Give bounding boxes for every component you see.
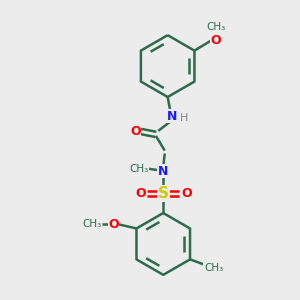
Text: N: N bbox=[158, 165, 168, 178]
Text: O: O bbox=[181, 187, 191, 200]
Text: O: O bbox=[108, 218, 119, 231]
Text: O: O bbox=[210, 34, 221, 47]
Text: CH₃: CH₃ bbox=[130, 164, 149, 174]
Text: H: H bbox=[180, 112, 189, 123]
Text: CH₃: CH₃ bbox=[82, 219, 101, 229]
Text: S: S bbox=[158, 186, 169, 201]
Text: CH₃: CH₃ bbox=[204, 262, 223, 273]
Text: O: O bbox=[130, 125, 141, 138]
Text: CH₃: CH₃ bbox=[206, 22, 225, 32]
Text: O: O bbox=[135, 187, 146, 200]
Text: N: N bbox=[167, 110, 177, 123]
